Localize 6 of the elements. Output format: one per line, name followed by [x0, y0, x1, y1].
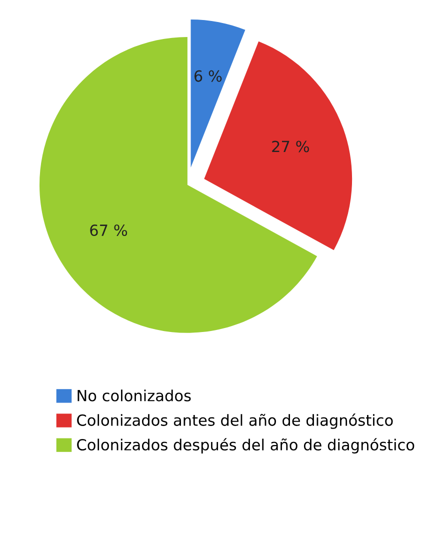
legend-label: Colonizados después del año de diagnóstico — [77, 438, 414, 454]
legend-label: Colonizados antes del año de diagnóstico — [77, 414, 393, 429]
data-label: 27 % — [272, 140, 310, 152]
data-label: 67 % — [90, 224, 128, 236]
data-label: 6 % — [194, 70, 222, 82]
legend-label: No colonizados — [78, 390, 191, 402]
